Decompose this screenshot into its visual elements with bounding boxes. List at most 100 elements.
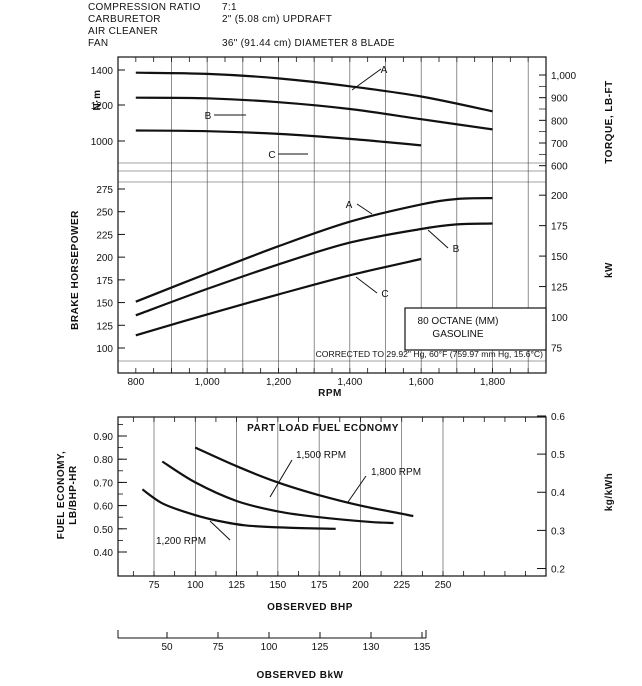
bkw-tick-label: 100: [261, 642, 278, 653]
kgkwh-tick-label: 0.3: [551, 526, 565, 537]
spec-header: COMPRESSION RATIO 7:1 CARBURETOR 2" (5.0…: [0, 0, 642, 56]
y-tick-label: 0.70: [94, 478, 114, 489]
bkw-tick-label: 130: [363, 642, 380, 653]
x-tick-label: 75: [148, 580, 160, 591]
fuel-note-box: [404, 307, 547, 351]
y-axis-title-line-2: LB/BHP-HR: [68, 465, 79, 525]
x-tick-label: 1,800: [480, 377, 505, 388]
fuel-note-line-2: GASOLINE: [432, 329, 483, 340]
x-tick-label: 200: [352, 580, 369, 591]
y-tick-label: 0.60: [94, 502, 114, 513]
bkw-tick-label: 50: [161, 642, 173, 653]
x-tick-label: 150: [270, 580, 287, 591]
x-axis-title: RPM: [318, 388, 342, 399]
curve-leader-line: [209, 520, 231, 541]
spec-label: FAN: [88, 38, 109, 49]
hp-tick-label: 225: [96, 230, 113, 241]
kw-tick-label: 125: [551, 283, 568, 294]
spec-label: COMPRESSION RATIO: [88, 2, 201, 13]
torque-nm-tick-label: 1200: [91, 101, 114, 112]
kgkwh-tick-label: 0.6: [551, 412, 565, 423]
torque-curve-b: [135, 96, 493, 131]
x-tick-label: 225: [393, 580, 410, 591]
curve-leader-line: [355, 276, 378, 294]
spec-value: 36" (91.44 cm) DIAMETER 8 BLADE: [222, 38, 395, 49]
fuel-curve-label: 1,800 RPM: [371, 467, 421, 478]
torque-curve-label-c: C: [268, 150, 275, 161]
fuel-curve-label: 1,200 RPM: [156, 536, 206, 547]
right-axis-title: kg/kWh: [604, 473, 615, 512]
x-tick-label: 250: [435, 580, 452, 591]
torque-lbft-tick-label: 600: [551, 162, 568, 173]
hp-tick-label: 100: [96, 344, 113, 355]
hp-axis-title: BRAKE HORSEPOWER: [70, 210, 81, 330]
y-axis-title-line-1: FUEL ECONOMY,: [56, 451, 67, 540]
torque-lbft-tick-label: 900: [551, 94, 568, 105]
x-tick-label: 1,400: [337, 377, 362, 388]
spec-value: 7:1: [222, 2, 237, 13]
torque-lbft-axis-title: TORQUE, LB-FT: [604, 80, 615, 164]
correction-note: CORRECTED TO 29.92" Hg, 60°F (759.97 mm …: [316, 349, 544, 359]
kw-tick-label: 100: [551, 313, 568, 324]
chart-title: PART LOAD FUEL ECONOMY: [247, 423, 399, 434]
hp-tick-label: 150: [96, 299, 113, 310]
x-tick-label: 800: [127, 377, 144, 388]
hp-curve-b: [135, 222, 493, 317]
x-tick-label: 1,000: [195, 377, 220, 388]
torque-curve-a: [135, 71, 493, 113]
torque-nm-tick-label: 1400: [91, 66, 114, 77]
hp-curve-a: [135, 197, 493, 303]
hp-curve-label-a: A: [346, 200, 353, 211]
kgkwh-tick-label: 0.5: [551, 450, 565, 461]
kgkwh-tick-label: 0.4: [551, 488, 565, 499]
x-tick-label: 125: [228, 580, 245, 591]
spec-label: CARBURETOR: [88, 14, 161, 25]
curve-leader-line: [269, 459, 293, 498]
fuel-curve-1800: [194, 446, 414, 518]
hp-tick-label: 125: [96, 321, 113, 332]
bkw-axis-title: OBSERVED BkW: [257, 670, 344, 681]
torque-curve-c: [135, 129, 422, 147]
hp-tick-label: 275: [96, 185, 113, 196]
hp-tick-label: 175: [96, 276, 113, 287]
fuel-curve-label: 1,500 RPM: [296, 450, 346, 461]
curve-leader-line: [347, 475, 367, 503]
hp-curve-label-c: C: [381, 289, 388, 300]
x-tick-label: 1,200: [266, 377, 291, 388]
x-tick-label: 1,600: [409, 377, 434, 388]
torque-lbft-tick-label: 800: [551, 116, 568, 127]
y-tick-label: 0.50: [94, 525, 114, 536]
torque-curve-label-b: B: [205, 111, 212, 122]
bkw-tick-label: 75: [212, 642, 224, 653]
torque-lbft-tick-label: 1,000: [551, 71, 576, 82]
spec-label: AIR CLEANER: [88, 26, 158, 37]
fuel-curve-1200: [141, 488, 336, 530]
kw-tick-label: 175: [551, 222, 568, 233]
fuel-note-line-1: 80 OCTANE (MM): [418, 316, 499, 327]
kw-axis-title: kW: [604, 262, 615, 278]
x-tick-label: 100: [187, 580, 204, 591]
hp-curve-c: [135, 257, 422, 337]
kw-tick-label: 75: [551, 343, 563, 354]
fuel-curve-1500: [161, 460, 394, 525]
bkw-tick-label: 125: [312, 642, 329, 653]
hp-curve-label-b: B: [453, 244, 460, 255]
hp-tick-label: 250: [96, 208, 113, 219]
x-axis-title: OBSERVED BHP: [267, 602, 353, 613]
y-tick-label: 0.40: [94, 548, 114, 559]
torque-curve-label-a: A: [381, 65, 388, 76]
curve-leader-line: [356, 203, 373, 215]
torque-nm-tick-label: 1000: [91, 137, 114, 148]
x-tick-label: 175: [311, 580, 328, 591]
kgkwh-tick-label: 0.2: [551, 565, 565, 576]
curve-leader-line: [351, 68, 382, 91]
performance-chart: 800 1,000 1,200 1,400 1,600 1,800 RPM 1400 1200 1…: [70, 56, 615, 399]
kw-tick-label: 200: [551, 191, 568, 202]
kw-tick-label: 150: [551, 252, 568, 263]
plot-frame: [117, 416, 547, 577]
torque-nm-axis-title: N·m: [92, 90, 103, 111]
y-tick-label: 0.80: [94, 455, 114, 466]
y-tick-label: 0.90: [94, 432, 114, 443]
hp-tick-label: 200: [96, 253, 113, 264]
